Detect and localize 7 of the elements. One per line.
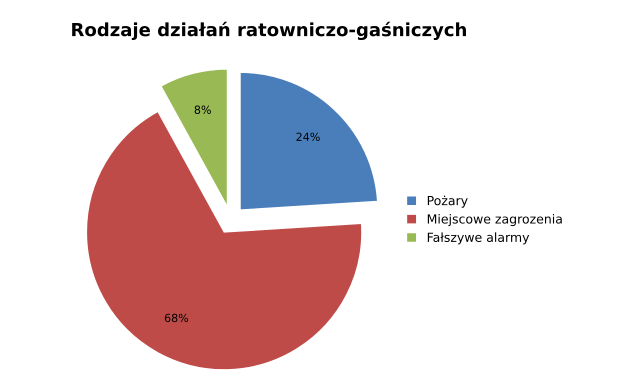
- legend-label: Pożary: [428, 196, 468, 208]
- legend-label: Miejscowe zagrozenia: [428, 214, 562, 226]
- data-label: 8%: [194, 106, 211, 114]
- legend-label: Fałszywe alarmy: [428, 232, 530, 244]
- data-label: 68%: [164, 314, 188, 322]
- data-label: 24%: [296, 132, 320, 141]
- chart-title: Rodzaje działań ratowniczo-gaśniczych: [72, 22, 466, 40]
